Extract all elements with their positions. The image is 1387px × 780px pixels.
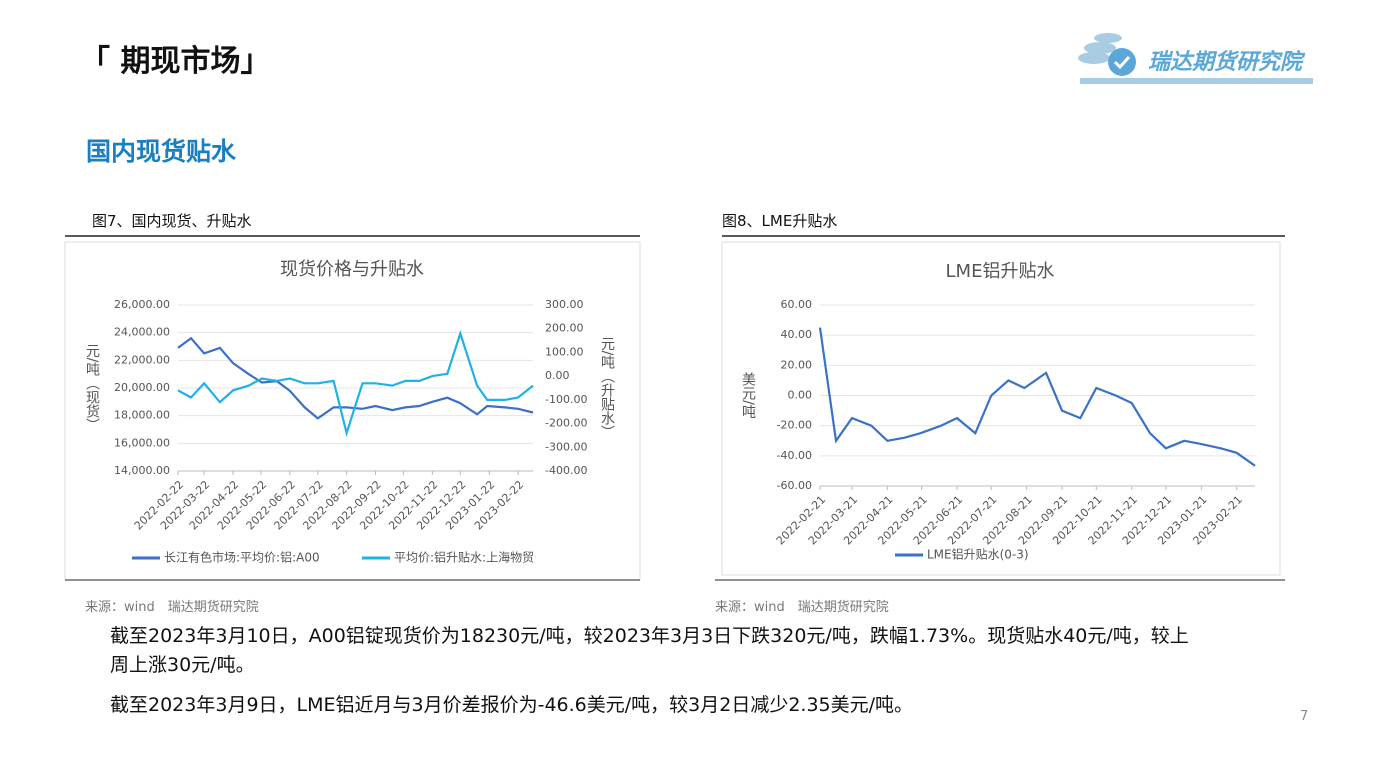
y-tick-label: 14,000.00 bbox=[114, 464, 170, 477]
y-tick-label: 0.00 bbox=[788, 389, 813, 402]
y2-tick-label: 100.00 bbox=[545, 345, 584, 358]
y2-tick-label: 200.00 bbox=[545, 322, 584, 335]
y2-tick-label: 300.00 bbox=[545, 298, 584, 311]
x-tick-label: 2022-05-21 bbox=[875, 493, 929, 547]
x-tick-label: 2022-09-21 bbox=[1016, 493, 1070, 547]
header-title: 「 期现市场」 bbox=[80, 44, 271, 79]
section-title: 国内现货贴水 bbox=[86, 137, 237, 166]
data-line bbox=[177, 336, 534, 420]
x-tick-label: 2022-10-22 bbox=[357, 478, 411, 532]
page-number: 7 bbox=[1300, 709, 1309, 724]
x-tick-label: 2022-02-22 bbox=[132, 478, 186, 532]
y2-tick-label: -400.00 bbox=[545, 464, 587, 477]
y2-axis-label: 元/吨（升贴水） bbox=[599, 337, 615, 440]
y2-tick-label: -200.00 bbox=[545, 417, 587, 430]
y2-tick-label: 0.00 bbox=[545, 369, 570, 382]
figure-source: 来源：wind 瑞达期货研究院 bbox=[85, 600, 259, 615]
y-tick-label: 24,000.00 bbox=[114, 326, 170, 339]
y-tick-label: 40.00 bbox=[781, 328, 813, 341]
x-tick-label: 2022-09-22 bbox=[329, 478, 383, 532]
y-tick-label: -40.00 bbox=[777, 449, 812, 462]
x-tick-label: 2023-02-21 bbox=[1191, 493, 1245, 547]
logo-text: 瑞达期货研究院 bbox=[1148, 50, 1303, 75]
figure-source: 来源：wind 瑞达期货研究院 bbox=[715, 600, 889, 615]
x-tick-label: 2022-08-21 bbox=[980, 493, 1034, 547]
x-tick-label: 2022-12-21 bbox=[1120, 493, 1174, 547]
y2-tick-label: -300.00 bbox=[545, 440, 587, 453]
x-tick-label: 2022-07-21 bbox=[945, 493, 999, 547]
x-tick-label: 2023-02-22 bbox=[472, 478, 526, 532]
x-tick-label: 2022-04-21 bbox=[841, 493, 895, 547]
x-tick-label: 2022-11-22 bbox=[386, 478, 440, 532]
legend-label: LME铝升贴水(0-3) bbox=[927, 547, 1029, 562]
x-tick-label: 2022-05-22 bbox=[215, 478, 269, 532]
chart-title: 现货价格与升贴水 bbox=[280, 259, 424, 280]
x-tick-label: 2022-08-22 bbox=[300, 478, 354, 532]
x-tick-label: 2022-07-22 bbox=[272, 478, 326, 532]
paragraph: 截至2023年3月10日，A00铝锭现货价为18230元/吨，较2023年3月3… bbox=[110, 625, 1189, 676]
logo-bar bbox=[1080, 78, 1313, 84]
y-tick-label: 22,000.00 bbox=[114, 353, 170, 366]
y-tick-label: 20.00 bbox=[781, 358, 813, 371]
y-tick-label: 60.00 bbox=[781, 298, 813, 311]
y-tick-label: -60.00 bbox=[777, 479, 812, 492]
x-tick-label: 2022-06-21 bbox=[911, 493, 965, 547]
y-tick-label: 16,000.00 bbox=[114, 436, 170, 449]
x-tick-label: 2022-02-21 bbox=[774, 493, 828, 547]
figure-caption: 图7、国内现货、升贴水 bbox=[92, 212, 252, 230]
x-tick-label: 2023-01-21 bbox=[1155, 493, 1209, 547]
chart-frame bbox=[721, 241, 1281, 576]
y-axis-label: 美元/吨 bbox=[740, 372, 756, 419]
legend-label: 平均价:铝升贴水:上海物贸 bbox=[394, 550, 534, 565]
x-tick-label: 2022-04-22 bbox=[187, 478, 241, 532]
y-tick-label: 18,000.00 bbox=[114, 409, 170, 422]
y-tick-label: -20.00 bbox=[777, 419, 812, 432]
data-line bbox=[818, 327, 1256, 467]
x-tick-label: 2022-03-21 bbox=[806, 493, 860, 547]
y-axis-label: 元/吨（现货） bbox=[84, 344, 100, 433]
x-tick-label: 2023-01-22 bbox=[443, 478, 497, 532]
x-tick-label: 2022-03-22 bbox=[158, 478, 212, 532]
x-tick-label: 2022-11-21 bbox=[1086, 493, 1140, 547]
logo-icon bbox=[1078, 33, 1136, 76]
y-tick-label: 26,000.00 bbox=[114, 298, 170, 311]
x-tick-label: 2022-12-22 bbox=[414, 478, 468, 532]
x-tick-label: 2022-06-22 bbox=[244, 478, 298, 532]
paragraph: 截至2023年3月9日，LME铝近月与3月价差报价为-46.6美元/吨，较3月2… bbox=[110, 694, 914, 716]
y2-tick-label: -100.00 bbox=[545, 393, 587, 406]
x-tick-label: 2022-10-21 bbox=[1050, 493, 1104, 547]
legend-label: 长江有色市场:平均价:铝:A00 bbox=[164, 550, 320, 565]
chart-frame bbox=[64, 241, 641, 581]
figure-caption: 图8、LME升贴水 bbox=[722, 212, 838, 230]
y-tick-label: 20,000.00 bbox=[114, 381, 170, 394]
data-line bbox=[177, 329, 534, 438]
chart-title: LME铝升贴水 bbox=[946, 261, 1055, 282]
